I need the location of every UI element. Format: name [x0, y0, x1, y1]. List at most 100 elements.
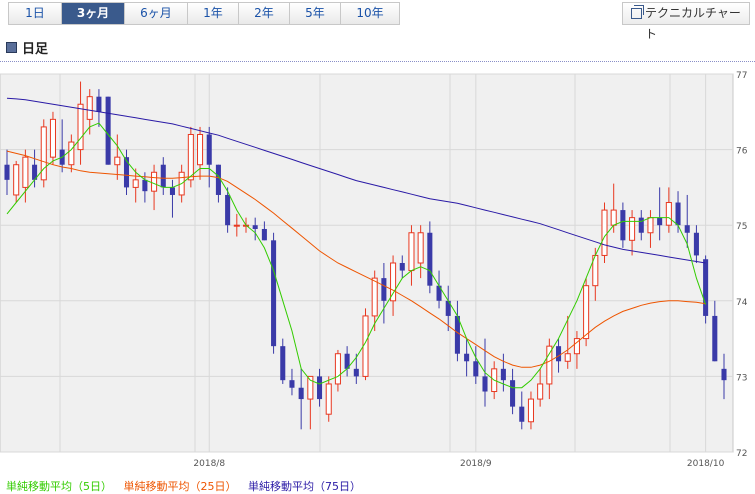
tab-2[interactable]: 6ヶ月: [125, 3, 188, 24]
candle-body-down: [298, 387, 304, 400]
x-tick-label: 2018/8: [193, 459, 225, 469]
period-tabs: 1日 3ヶ月 6ヶ月 1年 2年 5年 10年: [8, 2, 400, 25]
legend-ma25: 単純移動平均（25日）: [123, 480, 237, 493]
tab-1[interactable]: 3ヶ月: [62, 3, 125, 24]
divider: [0, 61, 755, 62]
candle-body-down: [169, 187, 175, 195]
candle-body-up: [307, 375, 314, 400]
candle-body-up: [390, 262, 397, 302]
candle-body-down: [482, 376, 488, 392]
candle-body-up: [13, 164, 20, 196]
candle-body-down: [344, 353, 350, 369]
y-tick-label: 74: [736, 298, 748, 308]
candle-body-down: [436, 285, 442, 301]
legend-ma75: 単純移動平均（75日）: [248, 480, 361, 493]
candle-body-up: [601, 209, 608, 256]
plot-area: [0, 73, 734, 453]
x-tick-label: 2018/9: [460, 459, 492, 469]
ma5-line: [6, 122, 707, 389]
candle-body-up: [49, 118, 56, 158]
candle-body-up: [233, 224, 240, 227]
candle-body-up: [417, 232, 424, 264]
ma75-line: [6, 97, 706, 264]
candle-body-up: [187, 133, 194, 181]
technical-chart-label: テクニカルチャート: [645, 6, 741, 41]
candle-body-down: [215, 164, 221, 195]
candle-body-up: [546, 345, 553, 385]
candle-body-down: [105, 96, 111, 165]
candle-body-down: [142, 179, 148, 192]
tab-5[interactable]: 5年: [290, 3, 341, 24]
candle-body-up: [325, 383, 332, 415]
candle-body-up: [151, 171, 158, 192]
candle-body-down: [473, 361, 479, 377]
candle-body-down: [353, 368, 359, 377]
candle-body-up: [40, 126, 47, 181]
ma25-line: [6, 150, 706, 368]
candle-body-down: [519, 406, 525, 422]
candle-body-up: [132, 179, 139, 188]
candle-body-down: [289, 380, 295, 388]
x-tick-label: 2018/10: [687, 459, 725, 469]
candle-body-down: [317, 376, 323, 400]
candle-body-down: [4, 164, 10, 180]
candle-body-down: [261, 228, 267, 241]
legend-ma5: 単純移動平均（5日）: [6, 480, 112, 493]
candle-body-down: [721, 368, 727, 381]
candle-body-up: [610, 209, 617, 226]
candle-body-up: [197, 133, 204, 166]
candle-body-up: [665, 202, 672, 226]
y-tick-label: 73: [736, 373, 747, 383]
candle-body-down: [693, 232, 699, 256]
candle-body-down: [445, 300, 451, 316]
candle-body-up: [564, 353, 571, 362]
candle-body-down: [556, 346, 562, 362]
candle-body-down: [271, 240, 277, 347]
candle-body-down: [252, 225, 258, 229]
candle-body-up: [583, 285, 590, 340]
candle-body-up: [408, 232, 415, 272]
candle-body-down: [684, 225, 690, 233]
candle-body-down: [381, 278, 387, 301]
candle-body-down: [675, 202, 681, 226]
candle-body-up: [371, 277, 378, 317]
section-title: 日足: [22, 42, 49, 57]
candle-body-up: [114, 156, 121, 166]
section-square-icon: [6, 42, 17, 53]
candle-body-down: [280, 346, 286, 381]
candle-body-down: [399, 263, 405, 271]
technical-chart-button[interactable]: テクニカルチャート: [622, 2, 750, 41]
y-tick-label: 76: [736, 147, 748, 157]
tab-6[interactable]: 10年: [341, 3, 399, 24]
y-tick-label: 77: [736, 71, 747, 81]
candle-body-down: [160, 164, 166, 188]
tab-0[interactable]: 1日: [9, 3, 62, 24]
y-tick-label: 72: [736, 449, 747, 459]
tab-3[interactable]: 1年: [188, 3, 239, 24]
candle-body-down: [657, 217, 663, 226]
candle-body-up: [537, 383, 544, 400]
candle-body-down: [123, 157, 130, 188]
candle-body-up: [68, 141, 75, 166]
candle-body-down: [225, 194, 231, 226]
candle-body-down: [32, 164, 38, 180]
candle-body-down: [206, 134, 212, 165]
candle-body-down: [510, 380, 516, 407]
candle-body-up: [334, 353, 341, 385]
candle-body-down: [500, 368, 506, 381]
candle-body-down: [464, 353, 470, 362]
tab-4[interactable]: 2年: [239, 3, 290, 24]
candle-body-up: [629, 217, 636, 241]
candle-body-up: [527, 398, 534, 423]
y-tick-label: 75: [736, 222, 747, 232]
candle-body-down: [427, 232, 433, 286]
candle-body-down: [620, 210, 626, 241]
chart-legend: 単純移動平均（5日） 単純移動平均（25日） 単純移動平均（75日）: [6, 478, 369, 494]
candle-body-down: [703, 259, 709, 316]
candle-body-up: [86, 96, 93, 120]
candlestick-chart: 77 76 75 74 73 72 2018/8 2018/9 2018/10: [0, 71, 748, 469]
window-icon: [631, 5, 644, 19]
candle-body-down: [96, 96, 102, 112]
candle-body-down: [712, 315, 718, 362]
candle-body-up: [77, 103, 84, 151]
